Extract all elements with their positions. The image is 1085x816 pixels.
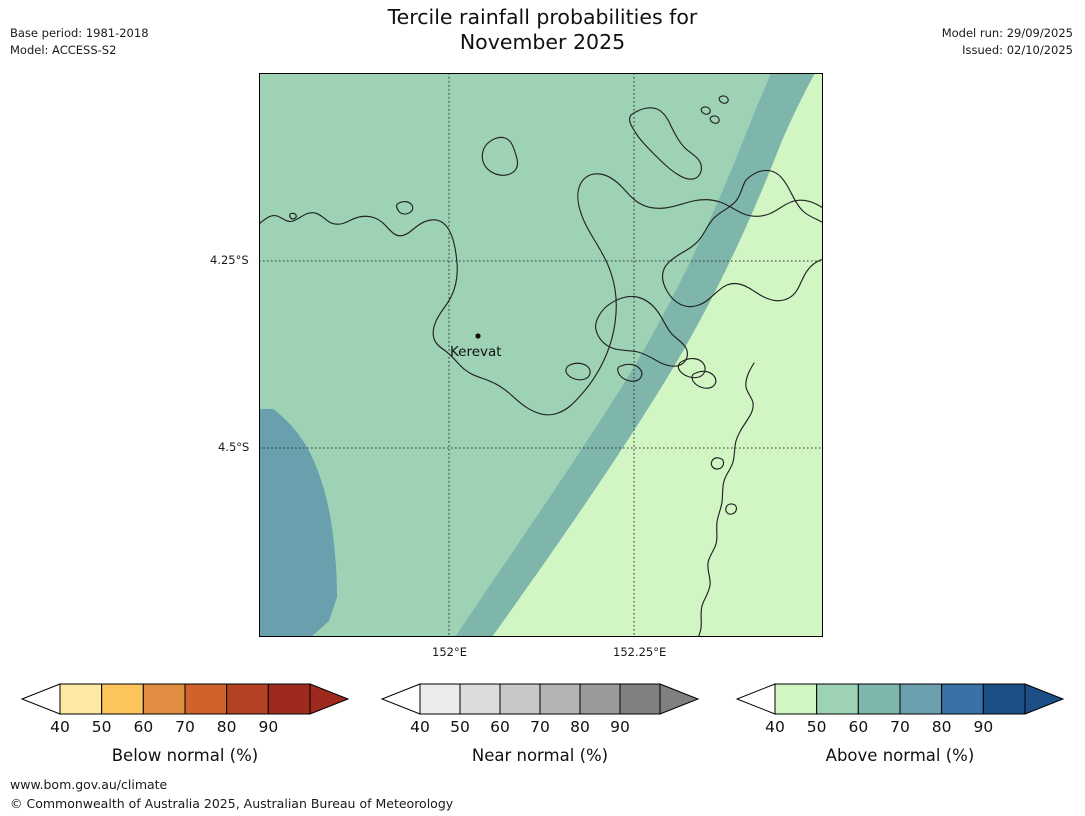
colorbar-below-normal-svg: 40 50 60 70 80 90: [20, 683, 350, 736]
axis-label-lon-152-e: 152°E: [432, 645, 467, 659]
colorbar-band-90: [982, 683, 1026, 715]
map-frame: [259, 73, 823, 637]
colorbar-tick-50: 50: [92, 718, 112, 736]
colorbar-tick-70: 70: [175, 718, 195, 736]
region-above-40-50: [492, 73, 823, 637]
islet-tiny-mid: [396, 201, 414, 215]
colorbar-tick-40: 40: [765, 718, 785, 736]
colorbar-below-normal: 40 50 60 70 80 90 Below normal (%): [0, 680, 370, 790]
colorbar-band-50: [101, 683, 144, 715]
island-ne-dots-2: [709, 115, 720, 124]
colorbar-band-80: [226, 683, 269, 715]
region-above-60-70: [455, 73, 815, 637]
coastline-east-loop-1: [710, 457, 725, 470]
colorbar-below-normal-caption: Below normal (%): [111, 746, 259, 765]
colorbar-over-arrow: [1024, 683, 1065, 715]
colorbar-band-40: [419, 683, 461, 715]
colorbar-above-normal-caption: Above normal (%): [825, 746, 975, 765]
colorbar-band-40: [59, 683, 103, 715]
colorbar-tick-90: 90: [258, 718, 278, 736]
page-title: Tercile rainfall probabilities for Novem…: [0, 5, 1085, 55]
colorbar-band-90: [619, 683, 661, 715]
island-ne-south-islet-1: [565, 362, 591, 381]
colorbar-over-arrow: [659, 683, 700, 715]
colorbar-under-arrow: [380, 683, 421, 715]
colorbar-near-normal-svg: 40 50 60 70 80 90: [380, 683, 700, 736]
colorbar-tick-80: 80: [932, 718, 952, 736]
map-panel: Kerevat: [259, 73, 823, 637]
footer: www.bom.gov.au/climate © Commonwealth of…: [10, 775, 453, 813]
colorbar-under-arrow: [735, 683, 776, 715]
probability-map: Kerevat: [259, 73, 823, 637]
coastline-main: [259, 173, 823, 416]
colorbar-tick-90: 90: [973, 718, 993, 736]
islet-micro-west: [289, 212, 297, 220]
colorbar-band-70: [184, 683, 228, 715]
colorbar-over-arrow: [309, 683, 350, 715]
island-ne-dots-1: [700, 106, 711, 115]
model-run-text: Model run: 29/09/2025: [941, 26, 1073, 40]
colorbar-band-50: [459, 683, 501, 715]
colorbar-tick-80: 80: [570, 718, 590, 736]
island-small-north: [481, 136, 519, 176]
colorbar-tick-90: 90: [610, 718, 630, 736]
island-ne-dots-3: [718, 95, 729, 104]
colorbar-band-60: [499, 683, 541, 715]
station-label-kerevat: Kerevat: [450, 344, 502, 360]
colorbar-tick-40: 40: [410, 718, 430, 736]
colorbar-band-50: [816, 683, 859, 715]
colorbar-band-40: [774, 683, 818, 715]
island-ne-south-big: [595, 295, 688, 367]
station-marker-kerevat: [475, 333, 481, 339]
coastline-east-loop-2: [725, 503, 737, 515]
colorbar-above-normal-svg: 40 50 60 70 80 90: [735, 683, 1065, 736]
colorbar-tick-60: 60: [133, 718, 153, 736]
colorbar-tick-80: 80: [217, 718, 237, 736]
colorbar-band-70: [539, 683, 581, 715]
header-metadata-left: Base period: 1981-2018 Model: ACCESS-S2: [10, 25, 149, 59]
colorbar-band-70: [899, 683, 943, 715]
colorbar-band-60: [142, 683, 186, 715]
model-text: Model: ACCESS-S2: [10, 43, 117, 57]
axis-label-lat-4-25-s: 4.25°S: [210, 253, 249, 267]
island-ne-main: [662, 169, 823, 308]
colorbar-tick-50: 50: [450, 718, 470, 736]
island-ne-south-islet-4: [691, 370, 717, 389]
axis-label-lon-152-25-e: 152.25°E: [613, 645, 667, 659]
header-metadata-right: Model run: 29/09/2025 Issued: 02/10/2025: [942, 25, 1073, 59]
colorbar-tick-70: 70: [890, 718, 910, 736]
footer-copyright: © Commonwealth of Australia 2025, Austra…: [10, 796, 454, 811]
colorbar-tick-60: 60: [848, 718, 868, 736]
region-above-70-80: [259, 409, 337, 637]
colorbar-above-normal: 40 50 60 70 80 90 Above normal (%): [715, 680, 1085, 790]
colorbar-tick-40: 40: [50, 718, 70, 736]
title-line-2: November 2025: [459, 30, 626, 54]
colorbar-band-80: [579, 683, 621, 715]
colorbar-tick-60: 60: [490, 718, 510, 736]
colorbar-band-80: [941, 683, 984, 715]
colorbar-under-arrow: [20, 683, 61, 715]
base-period-text: Base period: 1981-2018: [10, 26, 149, 40]
footer-website: www.bom.gov.au/climate: [10, 777, 168, 792]
colorbar-band-90: [267, 683, 311, 715]
colorbar-band-60: [857, 683, 901, 715]
island-ne-south-islet-3: [677, 357, 706, 379]
axis-label-lat-4-5-s: 4.5°S: [218, 440, 250, 454]
colorbar-near-normal: 40 50 60 70 80 90 Near normal (%): [360, 680, 720, 790]
colorbar-near-normal-caption: Near normal (%): [471, 746, 609, 765]
colorbar-tick-70: 70: [530, 718, 550, 736]
title-line-1: Tercile rainfall probabilities for: [387, 5, 698, 29]
island-ne-west-lobe: [629, 107, 702, 180]
island-ne-south-islet-2: [617, 363, 643, 382]
issued-text: Issued: 02/10/2025: [962, 43, 1073, 57]
colorbar-tick-50: 50: [807, 718, 827, 736]
coastline-east: [697, 362, 755, 637]
